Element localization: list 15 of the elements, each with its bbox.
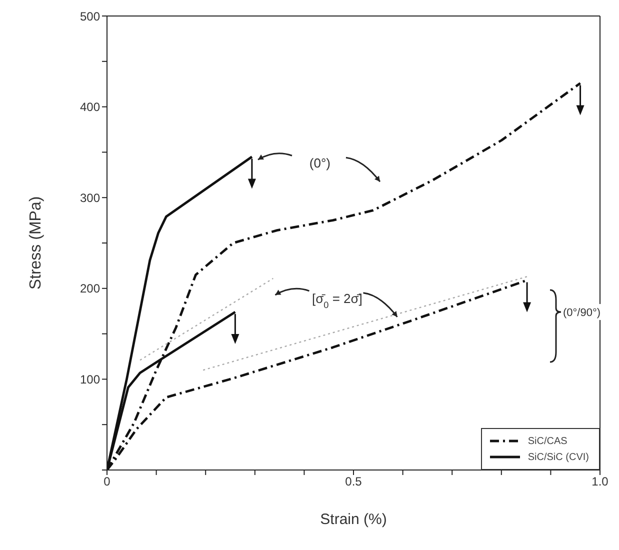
x-tick-label: 0.5 bbox=[345, 474, 362, 489]
annotation: [σ̄$_{0}$ = 2σ̄] bbox=[312, 290, 362, 310]
annotation: (0°/90°) bbox=[563, 307, 601, 320]
y-tick-label: 300 bbox=[80, 190, 100, 205]
legend-label: SiC/CAS bbox=[528, 436, 568, 446]
x-axis-title: Strain (%) bbox=[320, 511, 387, 528]
x-tick-label: 1.0 bbox=[592, 474, 609, 489]
y-tick-label: 200 bbox=[80, 282, 100, 296]
y-tick-label: 100 bbox=[80, 372, 100, 386]
y-tick-label: 400 bbox=[80, 100, 100, 114]
annotation: (0°) bbox=[309, 156, 331, 171]
y-tick-label: 500 bbox=[80, 9, 100, 24]
legend-label: SiC/SiC (CVI) bbox=[528, 452, 589, 462]
y-axis-title: Stress (MPa) bbox=[28, 196, 45, 290]
x-tick-label: 0 bbox=[104, 474, 111, 489]
